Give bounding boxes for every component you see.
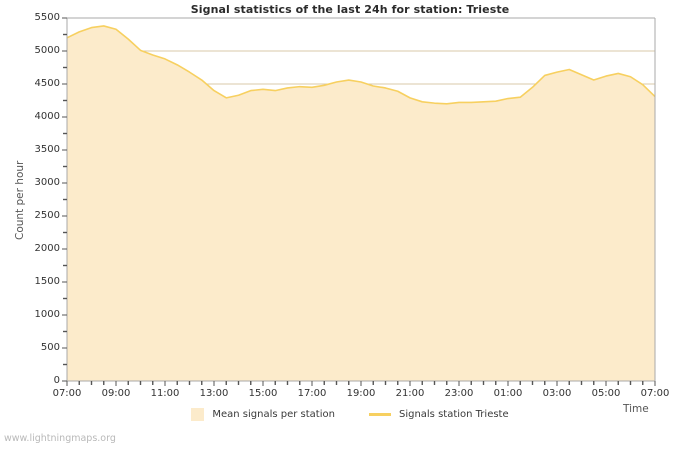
x-tick-label: 07:00 [52, 388, 82, 399]
legend-item-label: Signals station Trieste [398, 409, 509, 420]
y-tick-label: 500 [40, 342, 60, 353]
chart-title: Signal statistics of the last 24h for st… [190, 3, 510, 16]
x-tick-label: 15:00 [248, 388, 278, 399]
y-tick-label: 5000 [34, 45, 60, 56]
area-series-path [67, 25, 655, 381]
legend-line-swatch-icon [368, 413, 391, 416]
plot-line-series [66, 25, 656, 105]
y-tick-label: 5500 [34, 12, 60, 23]
y-tick-label: 1500 [34, 276, 60, 287]
y-tick-label: 4500 [34, 78, 60, 89]
x-tick-label: 05:00 [591, 388, 621, 399]
y-axis-title: Count per hour [14, 160, 26, 240]
watermark-text: www.lightningmaps.org [4, 433, 116, 444]
chart-legend: Mean signals per station Signals station… [0, 408, 700, 421]
x-tick-label: 13:00 [199, 388, 229, 399]
x-tick-label: 17:00 [297, 388, 327, 399]
y-tick-label: 4000 [34, 111, 60, 122]
legend-area-swatch-icon [191, 408, 205, 421]
legend-item-mean-signals[interactable]: Mean signals per station [191, 408, 335, 421]
x-tick-label: 11:00 [150, 388, 180, 399]
y-tick-label: 3500 [34, 144, 60, 155]
y-tick-label: 2000 [34, 243, 60, 254]
plot-area-series [67, 25, 655, 381]
y-tick-label: 2500 [34, 210, 60, 221]
y-tick-label: 0 [53, 375, 60, 386]
legend-item-station-signals[interactable]: Signals station Trieste [368, 409, 509, 420]
x-tick-label: 03:00 [542, 388, 572, 399]
x-tick-label: 21:00 [395, 388, 425, 399]
x-tick-label: 19:00 [346, 388, 376, 399]
x-axis-title: Time [623, 403, 649, 415]
x-tick-label: 07:00 [640, 388, 670, 399]
legend-item-label: Mean signals per station [212, 409, 335, 420]
axis-ticks [62, 17, 656, 386]
x-tick-label: 23:00 [444, 388, 474, 399]
x-tick-label: 09:00 [101, 388, 131, 399]
y-tick-label: 1000 [34, 309, 60, 320]
line-series-path [66, 25, 656, 105]
x-tick-label: 01:00 [493, 388, 523, 399]
y-tick-label: 3000 [34, 177, 60, 188]
